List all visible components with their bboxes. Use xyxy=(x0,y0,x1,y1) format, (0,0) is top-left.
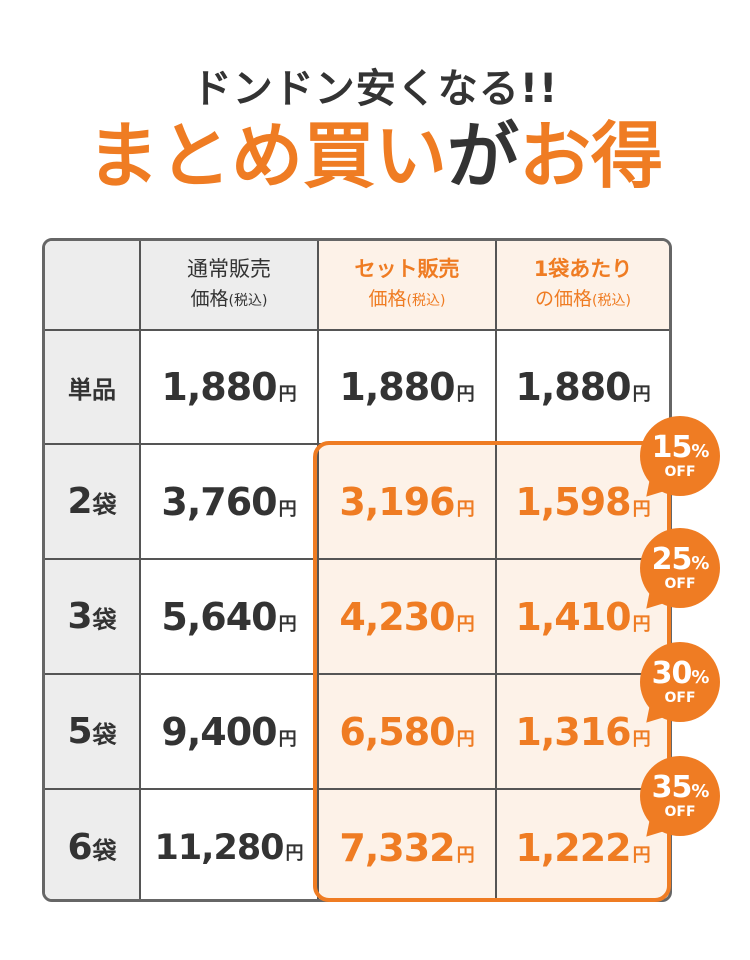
set-price: 6,580 xyxy=(339,709,455,754)
set-price-cell: 1,880 円 xyxy=(319,331,497,443)
header-per-bag-price: 1袋あたり の価格(税込) xyxy=(497,241,669,329)
header-corner-cell xyxy=(45,241,141,329)
per-bag-price: 1,316 xyxy=(515,709,631,754)
row-label-unit: 袋 xyxy=(92,721,117,749)
set-price-cell: 4,230 円 xyxy=(319,560,497,673)
discount-badge: 15% OFF xyxy=(638,416,720,506)
regular-price: 1,880 xyxy=(161,365,277,409)
set-price: 1,880 xyxy=(339,365,455,409)
page-title: まとめ買いがお得 xyxy=(0,108,750,204)
yen-unit: 円 xyxy=(632,613,651,635)
title-part-3: お得 xyxy=(519,113,664,198)
header-set-tax: (税込) xyxy=(406,293,446,309)
header-set-line1: セット販売 xyxy=(354,257,460,281)
regular-price: 11,280 xyxy=(154,827,284,868)
percent-sign: % xyxy=(691,667,709,688)
headline: ドンドン安くなる!! xyxy=(191,66,559,112)
yen-unit: 円 xyxy=(285,842,304,864)
per-bag-price: 1,222 xyxy=(515,825,631,870)
row-label: 5袋 xyxy=(45,675,141,788)
header-per-line2: の価格 xyxy=(535,288,593,310)
yen-unit: 円 xyxy=(456,844,475,866)
regular-price: 9,400 xyxy=(161,709,277,754)
header-regular-line2: 価格 xyxy=(190,288,229,310)
row-label-number: 5 xyxy=(67,711,93,752)
percent-sign: % xyxy=(691,781,709,802)
off-label: OFF xyxy=(664,464,696,480)
regular-price-cell: 5,640 円 xyxy=(141,560,319,673)
yen-unit: 円 xyxy=(632,844,651,866)
yen-unit: 円 xyxy=(456,498,475,520)
regular-price-cell: 3,760 円 xyxy=(141,445,319,558)
header-regular-line1: 通常販売 xyxy=(187,257,271,281)
regular-price-cell: 1,880 円 xyxy=(141,331,319,443)
title-part-2: が xyxy=(446,114,519,198)
row-label-unit: 袋 xyxy=(92,837,117,865)
per-bag-price-cell: 1,410 円 xyxy=(497,560,669,673)
discount-value: 25 xyxy=(651,542,693,577)
row-label-number: 6 xyxy=(67,827,93,868)
regular-price: 5,640 xyxy=(161,594,277,639)
regular-price-cell: 9,400 円 xyxy=(141,675,319,788)
table-row: 3袋 5,640 円 4,230 円 1,410 円 xyxy=(45,560,669,675)
per-bag-price-cell: 1,222 円 xyxy=(497,790,669,899)
discount-badge: 35% OFF xyxy=(638,756,720,846)
per-bag-price-cell: 1,316 円 xyxy=(497,675,669,788)
discount-value: 15 xyxy=(651,430,693,465)
discount-badge: 30% OFF xyxy=(638,642,720,732)
yen-unit: 円 xyxy=(632,384,651,405)
regular-price-cell: 11,280 円 xyxy=(141,790,319,899)
yen-unit: 円 xyxy=(278,613,297,635)
row-label: 2袋 xyxy=(45,445,141,558)
off-label: OFF xyxy=(664,804,696,820)
regular-price: 3,760 xyxy=(161,479,277,524)
row-label: 単品 xyxy=(45,331,141,443)
row-label-text: 単品 xyxy=(68,375,116,404)
per-bag-price: 1,598 xyxy=(515,479,631,524)
table-row: 5袋 9,400 円 6,580 円 1,316 円 xyxy=(45,675,669,790)
row-label: 3袋 xyxy=(45,560,141,673)
per-bag-price: 1,880 xyxy=(515,365,631,409)
table-header-row: 通常販売 価格(税込) セット販売 価格(税込) 1袋あたり の価格(税込) xyxy=(45,241,669,331)
discount-badge: 25% OFF xyxy=(638,528,720,618)
per-bag-price-cell: 1,880 円 xyxy=(497,331,669,443)
yen-unit: 円 xyxy=(278,498,297,520)
table-row: 2袋 3,760 円 3,196 円 1,598 円 xyxy=(45,445,669,560)
row-label-unit: 袋 xyxy=(92,491,117,519)
set-price-cell: 3,196 円 xyxy=(319,445,497,558)
yen-unit: 円 xyxy=(632,728,651,750)
header-regular-price: 通常販売 価格(税込) xyxy=(141,241,319,329)
set-price-cell: 7,332 円 xyxy=(319,790,497,899)
header-per-tax: (税込) xyxy=(592,293,631,309)
yen-unit: 円 xyxy=(278,384,297,405)
discount-value: 30 xyxy=(651,656,693,691)
discount-value: 35 xyxy=(651,770,693,805)
per-bag-price: 1,410 xyxy=(515,594,631,639)
table-row: 単品 1,880 円 1,880 円 1,880 円 xyxy=(45,331,669,445)
yen-unit: 円 xyxy=(278,728,297,750)
set-price-cell: 6,580 円 xyxy=(319,675,497,788)
off-label: OFF xyxy=(664,690,696,706)
yen-unit: 円 xyxy=(456,613,475,635)
yen-unit: 円 xyxy=(456,728,475,750)
price-table: 通常販売 価格(税込) セット販売 価格(税込) 1袋あたり の価格(税込) 単… xyxy=(42,238,672,902)
row-label-number: 2 xyxy=(67,481,93,522)
table-row: 6袋 11,280 円 7,332 円 1,222 円 xyxy=(45,790,669,899)
set-price: 7,332 xyxy=(339,825,455,870)
yen-unit: 円 xyxy=(632,498,651,520)
set-price: 4,230 xyxy=(339,594,455,639)
row-label-number: 3 xyxy=(67,596,93,637)
yen-unit: 円 xyxy=(456,384,475,405)
row-label: 6袋 xyxy=(45,790,141,899)
percent-sign: % xyxy=(691,441,709,462)
percent-sign: % xyxy=(691,553,709,574)
header-set-price: セット販売 価格(税込) xyxy=(319,241,497,329)
row-label-unit: 袋 xyxy=(92,606,117,634)
set-price: 3,196 xyxy=(339,479,455,524)
header-per-line1: 1袋あたり xyxy=(533,257,633,281)
off-label: OFF xyxy=(664,576,696,592)
header-set-line2: 価格 xyxy=(368,288,407,310)
header-regular-tax: (税込) xyxy=(228,293,268,309)
title-part-1: まとめ買い xyxy=(86,113,447,198)
